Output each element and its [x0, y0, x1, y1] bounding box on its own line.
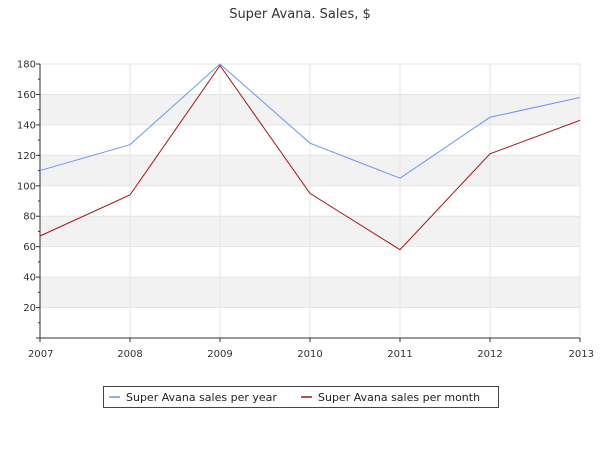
y-tick-label: 140: [17, 120, 36, 131]
x-tick-label: 2008: [117, 349, 142, 360]
x-tick-label: 2012: [477, 349, 502, 360]
y-tick-label: 100: [17, 181, 36, 192]
x-tick-label: 2009: [207, 349, 232, 360]
y-tick-label: 40: [23, 273, 36, 284]
legend-label-2: Super Avana sales per month: [318, 391, 480, 404]
series-line-1: [39, 63, 581, 179]
chart-title: Super Avana. Sales, $: [229, 7, 371, 22]
x-tick-label: 2010: [297, 349, 322, 360]
x-tick-label: 2011: [387, 349, 412, 360]
series-lines: [39, 63, 581, 251]
series-line-2: [39, 64, 581, 251]
y-tick-label: 60: [23, 242, 36, 253]
y-tick-label: 20: [23, 303, 36, 314]
x-tick-label: 2013: [569, 349, 594, 360]
axes: [36, 63, 581, 342]
legend[interactable]: Super Avana sales per year Super Avana sa…: [103, 386, 499, 408]
y-tick-label: 120: [17, 151, 36, 162]
y-tick-label: 80: [23, 212, 36, 223]
tick-labels: 20 40 60 80 100 120 140 160 180 2007 2008 2009 2010 2…: [17, 60, 594, 361]
legend-label-1: Super Avana sales per year: [126, 391, 277, 404]
x-tick-label: 2007: [28, 349, 53, 360]
y-tick-label: 160: [17, 90, 36, 101]
y-tick-label: 180: [17, 60, 36, 71]
